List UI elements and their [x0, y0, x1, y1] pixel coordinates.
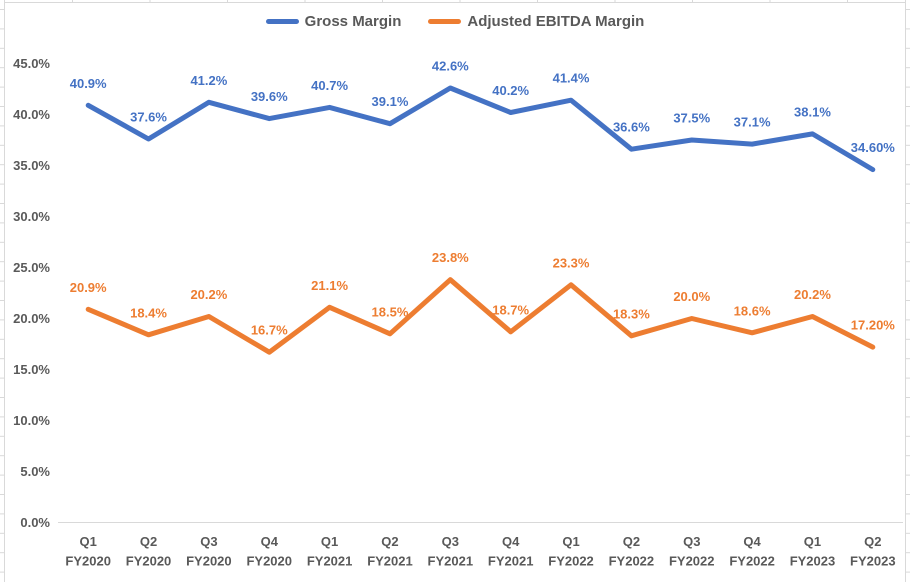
x-axis-label-fiscal-year: FY2022	[669, 554, 715, 569]
data-label: 40.2%	[492, 83, 529, 98]
x-axis-label-quarter: Q1	[321, 534, 338, 549]
data-label: 18.4%	[130, 305, 167, 320]
x-axis-label-fiscal-year: FY2021	[488, 554, 534, 569]
data-label: 37.1%	[734, 115, 771, 130]
y-axis-tick-label: 0.0%	[20, 515, 50, 530]
x-axis-label-fiscal-year: FY2020	[246, 554, 292, 569]
data-label: 18.3%	[613, 306, 650, 321]
y-axis-tick-label: 15.0%	[13, 362, 50, 377]
y-axis-tick-label: 5.0%	[20, 464, 50, 479]
data-label: 39.1%	[372, 94, 409, 109]
x-axis-label-quarter: Q1	[80, 534, 97, 549]
data-label: 42.6%	[432, 58, 469, 73]
gross-margin-line-swatch	[265, 19, 299, 24]
chart-legend: Gross Margin Adjusted EBITDA Margin	[0, 13, 910, 30]
y-axis-tick-label: 45.0%	[13, 56, 50, 71]
data-label: 23.3%	[553, 255, 590, 270]
x-axis-label-fiscal-year: FY2021	[428, 554, 474, 569]
gross-margin-line[interactable]	[85, 85, 876, 173]
x-axis-label-quarter: Q1	[804, 534, 821, 549]
x-axis-label-fiscal-year: FY2022	[609, 554, 655, 569]
y-axis-tick-label: 10.0%	[13, 413, 50, 428]
data-label: 20.9%	[70, 280, 107, 295]
data-label: 36.6%	[613, 120, 650, 135]
y-axis-tick-label: 35.0%	[13, 158, 50, 173]
adjusted-ebitda-margin-line[interactable]	[85, 277, 876, 355]
data-label: 21.1%	[311, 278, 348, 293]
data-label: 37.5%	[673, 111, 710, 126]
x-axis-label-fiscal-year: FY2022	[548, 554, 594, 569]
x-axis-labels: Q1 FY2020 Q2 FY2020 Q3 FY2020 Q4 FY2020 Q1 FY2021…	[65, 534, 895, 569]
legend-label-gross-margin: Gross Margin	[304, 13, 402, 30]
x-axis-label-quarter: Q2	[623, 534, 640, 549]
data-label: 41.4%	[553, 71, 590, 86]
data-label: 34.60%	[851, 140, 896, 155]
y-axis-tick-label: 20.0%	[13, 311, 50, 326]
data-label: 38.1%	[794, 104, 831, 119]
legend-label-adjusted-ebitda-margin: Adjusted EBITDA Margin	[467, 13, 645, 30]
x-axis-label-quarter: Q4	[502, 534, 520, 549]
legend-item-gross-margin[interactable]: Gross Margin	[265, 13, 402, 30]
legend-item-adjusted-ebitda-margin[interactable]: Adjusted EBITDA Margin	[428, 13, 644, 30]
x-axis-label-fiscal-year: FY2022	[729, 554, 775, 569]
x-axis-label-quarter: Q3	[442, 534, 459, 549]
x-axis-label-fiscal-year: FY2021	[307, 554, 353, 569]
adjusted-ebitda-margin-data-labels: 20.9% 18.4% 20.2% 16.7% 21.1% 18.5% 23.8% 18.7%…	[70, 250, 896, 337]
data-label: 37.6%	[130, 109, 167, 124]
data-label: 20.2%	[794, 287, 831, 302]
x-axis-label-quarter: Q4	[261, 534, 279, 549]
data-label: 18.6%	[734, 303, 771, 318]
data-label: 41.2%	[190, 73, 227, 88]
y-axis-tick-label: 30.0%	[13, 209, 50, 224]
data-label: 20.0%	[673, 289, 710, 304]
data-label: 17.20%	[851, 318, 896, 333]
x-axis-label-fiscal-year: FY2023	[790, 554, 836, 569]
x-axis-label-quarter: Q1	[562, 534, 579, 549]
y-axis-tick-label: 40.0%	[13, 107, 50, 122]
x-axis-label-fiscal-year: FY2020	[126, 554, 172, 569]
data-label: 40.9%	[70, 76, 107, 91]
data-label: 18.5%	[372, 304, 409, 319]
gross-margin-data-labels: 40.9% 37.6% 41.2% 39.6% 40.7% 39.1% 42.6% 40.2%…	[70, 58, 896, 155]
y-axis-tick-labels: 45.0% 40.0% 35.0% 30.0% 25.0% 20.0% 15.0% 10.0%…	[13, 56, 50, 530]
x-axis-label-quarter: Q2	[864, 534, 881, 549]
data-label: 20.2%	[190, 287, 227, 302]
x-axis-label-fiscal-year: FY2021	[367, 554, 413, 569]
adjusted-ebitda-margin-line-swatch	[428, 19, 462, 24]
x-axis-label-quarter: Q2	[381, 534, 398, 549]
x-axis-label-quarter: Q4	[743, 534, 761, 549]
data-label: 40.7%	[311, 78, 348, 93]
data-label: 16.7%	[251, 323, 288, 338]
data-label: 39.6%	[251, 89, 288, 104]
x-axis-label-quarter: Q3	[683, 534, 700, 549]
x-axis-label-fiscal-year: FY2023	[850, 554, 896, 569]
x-axis-label-fiscal-year: FY2020	[65, 554, 111, 569]
y-axis-tick-label: 25.0%	[13, 260, 50, 275]
x-axis-label-quarter: Q3	[200, 534, 217, 549]
data-label: 23.8%	[432, 250, 469, 265]
x-axis-label-quarter: Q2	[140, 534, 157, 549]
x-axis-label-fiscal-year: FY2020	[186, 554, 232, 569]
data-label: 18.7%	[492, 302, 529, 317]
